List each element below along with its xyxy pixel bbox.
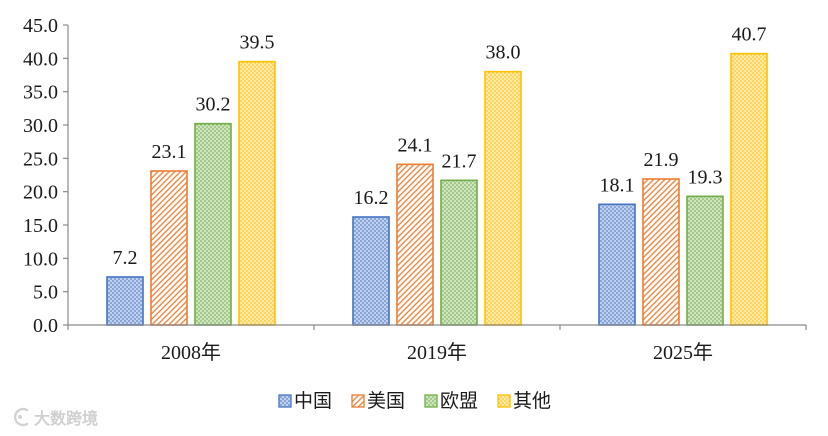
data-label: 39.5 xyxy=(240,32,275,54)
data-label: 21.7 xyxy=(442,150,477,172)
y-tick-label: 40.0 xyxy=(23,48,58,70)
legend-swatch xyxy=(278,394,292,408)
legend-label: 其他 xyxy=(513,390,551,412)
legend-label: 欧盟 xyxy=(440,390,478,412)
y-tick-label: 20.0 xyxy=(23,182,58,204)
y-tick-label: 5.0 xyxy=(33,282,58,304)
brand-logo-arc xyxy=(14,407,29,427)
brand-logo-dot xyxy=(18,415,22,419)
y-tick-label: 0.0 xyxy=(33,315,58,337)
data-label: 23.1 xyxy=(152,141,187,163)
data-label: 40.7 xyxy=(732,24,767,46)
data-label: 30.2 xyxy=(196,94,231,116)
bar-series-3-category-3 xyxy=(686,195,724,326)
bar-series-4-category-1 xyxy=(238,60,276,326)
y-tick-label: 45.0 xyxy=(23,15,58,37)
x-tick-label: 2025年 xyxy=(653,341,713,364)
data-label: 7.2 xyxy=(113,247,138,269)
x-tick-label: 2019年 xyxy=(407,341,467,364)
y-tick-label: 10.0 xyxy=(23,248,58,270)
bar-series-3-category-1 xyxy=(194,122,232,326)
data-label: 18.1 xyxy=(600,174,635,196)
legend: 中国 美国 欧盟 其他 xyxy=(278,390,551,412)
legend-item: 中国 xyxy=(278,390,332,412)
y-axis: 0.0 5.0 10.0 15.0 20.0 25.0 30.0 35.0 40.0 45.0 xyxy=(23,15,69,337)
bars xyxy=(106,52,768,326)
legend-swatch xyxy=(424,394,438,408)
data-label: 21.9 xyxy=(644,149,679,171)
legend-item: 美国 xyxy=(351,390,405,412)
x-tick-label: 2008年 xyxy=(161,341,221,364)
legend-swatch xyxy=(351,394,365,408)
data-label: 38.0 xyxy=(486,42,521,64)
bar-series-3-category-2 xyxy=(440,179,478,326)
legend-swatch xyxy=(497,394,511,408)
bar-series-4-category-2 xyxy=(484,70,522,326)
bar-series-4-category-3 xyxy=(730,52,768,326)
bar-series-2-category-2 xyxy=(396,163,434,326)
bar-series-2-category-3 xyxy=(642,178,680,326)
y-tick-label: 35.0 xyxy=(23,82,58,104)
data-label: 24.1 xyxy=(398,134,433,156)
bar-series-1-category-3 xyxy=(598,203,636,326)
watermark: 大数跨境 xyxy=(14,407,98,428)
bar-series-1-category-1 xyxy=(106,276,144,326)
y-tick-label: 25.0 xyxy=(23,148,58,170)
y-tick-label: 30.0 xyxy=(23,115,58,137)
watermark-text: 大数跨境 xyxy=(34,409,98,428)
legend-item: 欧盟 xyxy=(424,390,478,412)
bar-series-1-category-2 xyxy=(352,216,390,326)
bar-series-2-category-1 xyxy=(150,170,188,326)
data-labels: 7.2 23.1 30.2 39.5 16.2 24.1 21.7 38.0 18.1 21.9 1… xyxy=(113,24,767,269)
legend-item: 其他 xyxy=(497,390,551,412)
legend-label: 美国 xyxy=(367,390,405,412)
data-label: 19.3 xyxy=(688,166,723,188)
y-tick-label: 15.0 xyxy=(23,215,58,237)
legend-label: 中国 xyxy=(294,390,332,412)
brand-logo-icon xyxy=(14,407,29,427)
x-axis: 2008年 2019年 2025年 xyxy=(67,324,807,364)
data-label: 16.2 xyxy=(354,187,389,209)
